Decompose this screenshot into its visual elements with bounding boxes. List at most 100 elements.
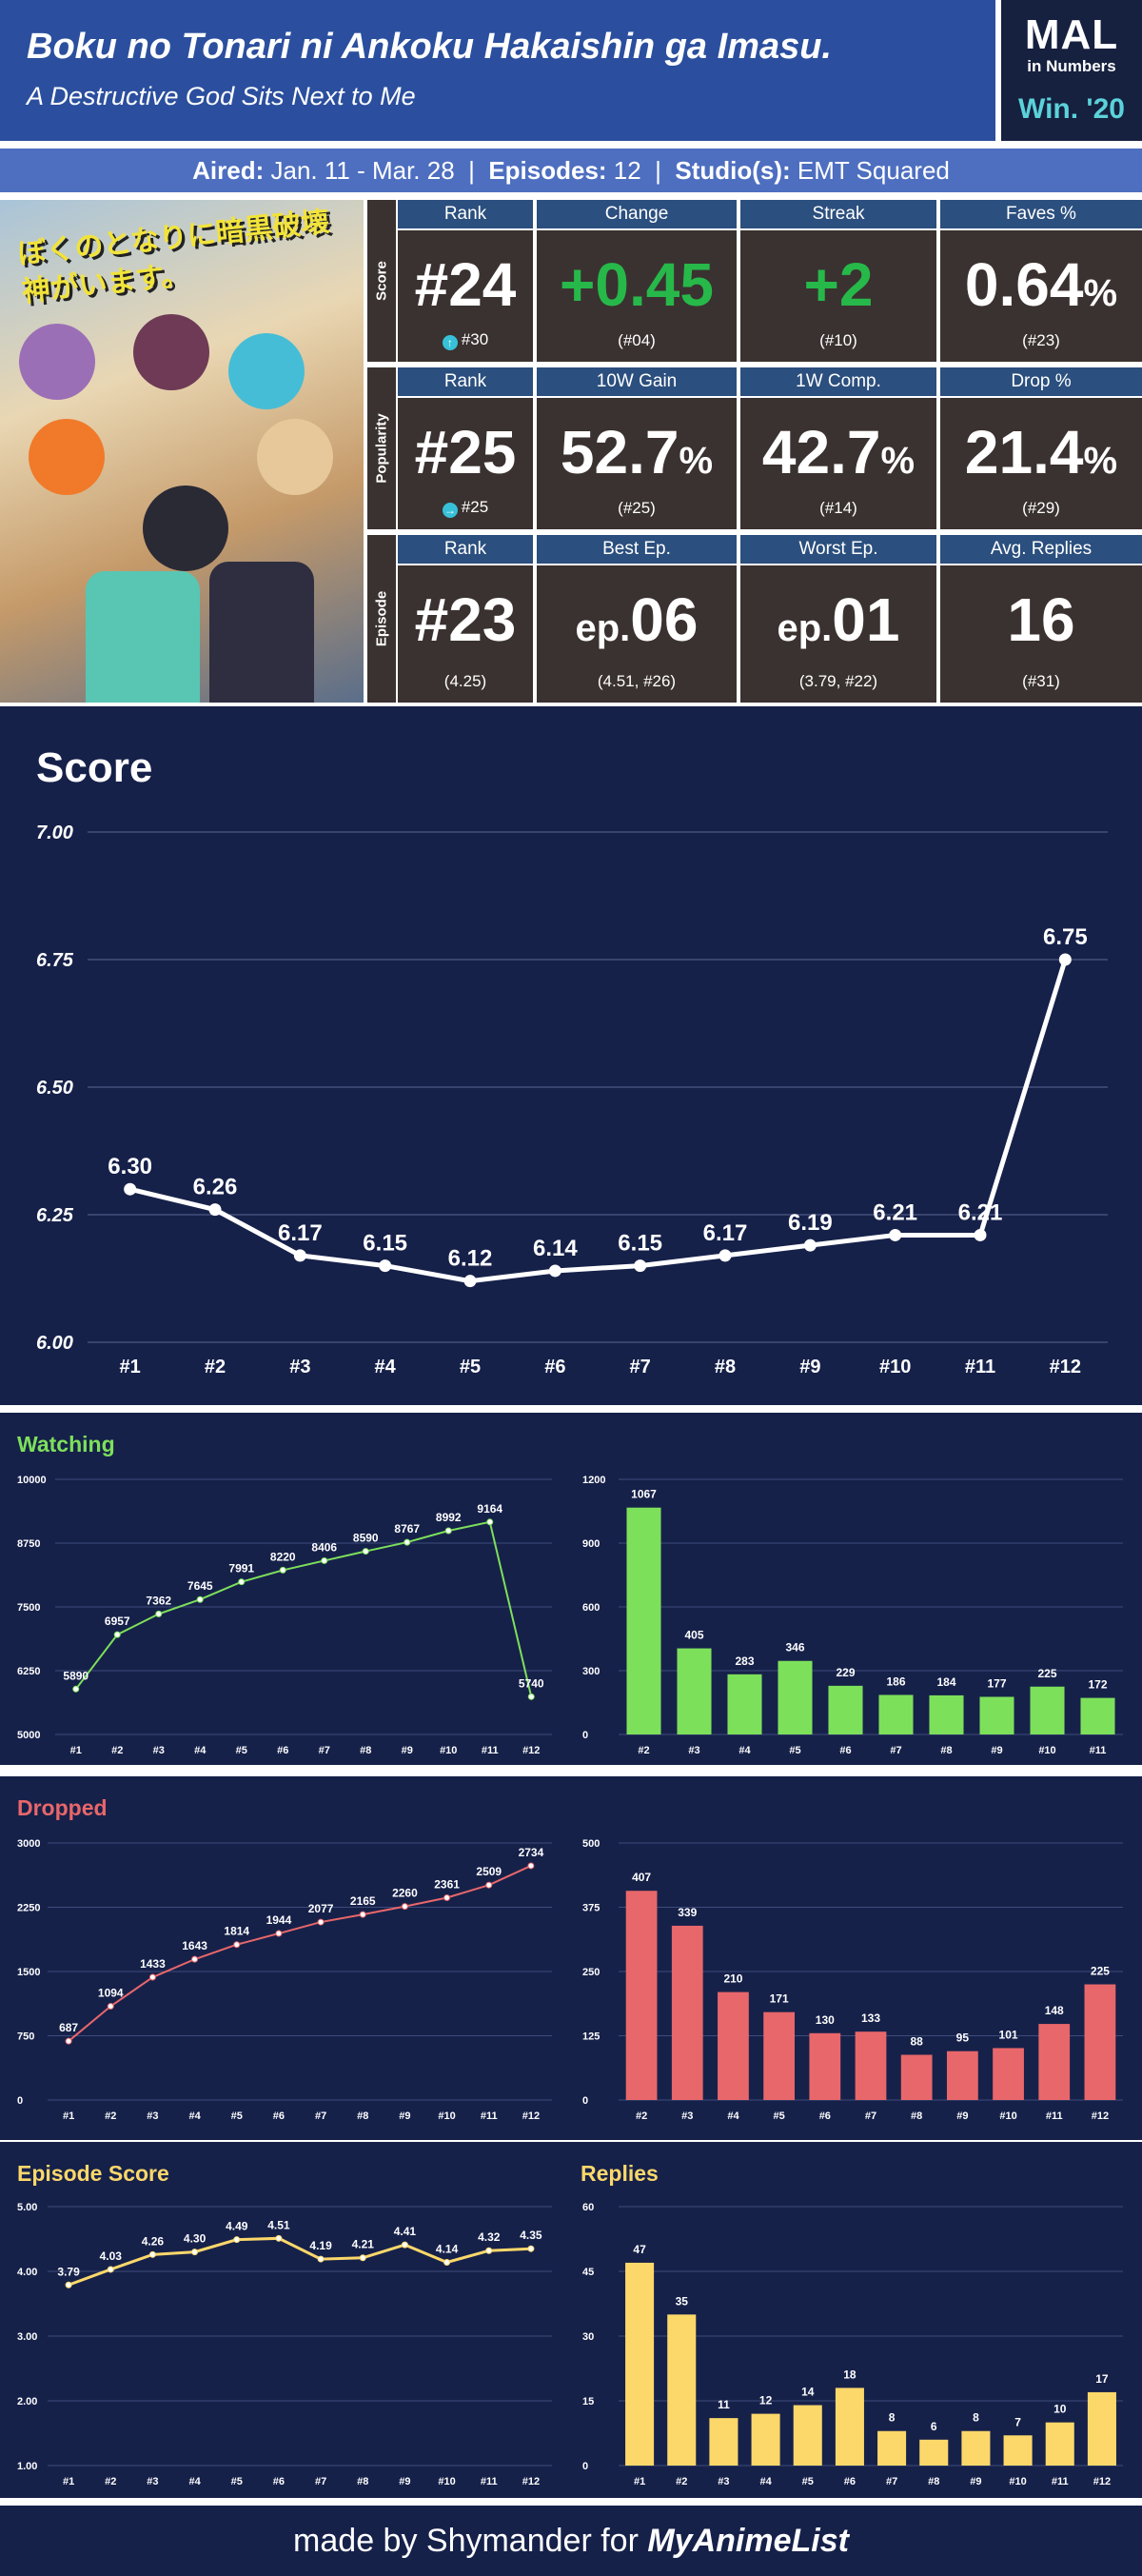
data-label: 4.51 bbox=[267, 2218, 290, 2231]
ep-worst-detail: (3.79, #22) bbox=[798, 672, 878, 690]
y-tick-label: 6.00 bbox=[36, 1333, 73, 1354]
bar bbox=[778, 1660, 813, 1734]
x-tick-label: #4 bbox=[738, 1745, 751, 1756]
y-tick-label: 15 bbox=[582, 2396, 594, 2408]
y-tick-label: 10000 bbox=[17, 1475, 47, 1486]
x-tick-label: #10 bbox=[879, 1357, 911, 1377]
x-tick-label: #8 bbox=[360, 1745, 371, 1756]
bar bbox=[979, 1696, 1014, 1734]
x-tick-label: #2 bbox=[111, 1745, 123, 1756]
x-tick-label: #6 bbox=[819, 2110, 831, 2122]
data-label: 339 bbox=[678, 1906, 697, 1919]
ep-rank-value: #23 bbox=[414, 585, 517, 654]
data-point bbox=[238, 1578, 246, 1586]
data-label: 2260 bbox=[392, 1887, 418, 1900]
ep-best-label: Best Ep. bbox=[537, 535, 737, 564]
score-streak-value: +2 bbox=[803, 250, 874, 319]
anime-title: Boku no Tonari ni Ankoku Hakaishin ga Im… bbox=[27, 27, 832, 67]
anime-subtitle: A Destructive God Sits Next to Me bbox=[27, 82, 416, 110]
data-label: 101 bbox=[999, 2028, 1018, 2041]
studio-value: EMT Squared bbox=[797, 156, 950, 185]
x-tick-label: #10 bbox=[438, 2110, 455, 2122]
data-label: 133 bbox=[861, 2011, 880, 2025]
x-tick-label: #9 bbox=[399, 2110, 410, 2122]
side-label-episode: Episode bbox=[367, 535, 396, 703]
y-tick-label: 4.00 bbox=[17, 2267, 37, 2278]
score-streak-rank: (#10) bbox=[819, 331, 857, 349]
x-tick-label: #5 bbox=[231, 2110, 243, 2122]
series-line bbox=[68, 1865, 532, 2042]
data-label: 8 bbox=[973, 2411, 979, 2425]
data-label: 229 bbox=[836, 1666, 855, 1679]
data-label: 9164 bbox=[477, 1502, 502, 1516]
pop-drop-label: Drop % bbox=[940, 367, 1142, 396]
data-label: 6.15 bbox=[618, 1231, 662, 1257]
bar bbox=[625, 1891, 658, 2100]
cover-image: ぼくのとなりに暗黒破壊神がいます。 bbox=[0, 200, 364, 703]
x-tick-label: #5 bbox=[774, 2110, 785, 2122]
data-point bbox=[65, 2037, 72, 2045]
data-point bbox=[279, 1566, 286, 1574]
pop-drop-rank: (#29) bbox=[1022, 499, 1060, 517]
side-label-popularity: Popularity bbox=[367, 367, 396, 529]
x-tick-label: #7 bbox=[886, 2476, 897, 2487]
footer: made by Shymander for MyAnimeList bbox=[0, 2506, 1142, 2576]
x-tick-label: #4 bbox=[759, 2476, 772, 2487]
data-label: 1067 bbox=[631, 1488, 657, 1501]
data-label: 7645 bbox=[187, 1579, 213, 1593]
score-faves-label: Faves % bbox=[940, 200, 1142, 228]
x-tick-label: #4 bbox=[188, 2476, 201, 2487]
data-label: 2165 bbox=[350, 1894, 376, 1908]
data-label: 687 bbox=[59, 2021, 78, 2034]
data-label: 2361 bbox=[434, 1878, 460, 1892]
pop-rank-value: #25 bbox=[414, 418, 517, 486]
data-label: 6.15 bbox=[363, 1231, 407, 1257]
x-tick-label: #1 bbox=[63, 2476, 74, 2487]
data-label: 6.12 bbox=[448, 1246, 493, 1272]
data-point bbox=[233, 1941, 241, 1949]
data-point bbox=[401, 2241, 408, 2249]
pop-gain-unit: % bbox=[679, 440, 714, 482]
pop-gain-rank: (#25) bbox=[618, 499, 656, 517]
y-tick-label: 0 bbox=[582, 2461, 588, 2472]
replies-title: Replies bbox=[581, 2161, 659, 2186]
data-point bbox=[191, 1955, 199, 1963]
x-tick-label: #3 bbox=[289, 1357, 310, 1377]
x-tick-label: #11 bbox=[1052, 2476, 1069, 2487]
ep-worst-cell: ep.01 (3.79, #22) bbox=[740, 565, 936, 703]
pop-comp-value: 42.7 bbox=[761, 418, 881, 486]
score-panel: Score 6.00 6.25 6.50 6.75 7.00 #1 #2 #3 #4 #5 #6 #7… bbox=[0, 706, 1142, 1405]
x-tick-label: #3 bbox=[718, 2476, 729, 2487]
logo-line2: in Numbers bbox=[1027, 57, 1116, 75]
y-tick-label: 375 bbox=[582, 1902, 600, 1913]
data-label: 177 bbox=[987, 1676, 1006, 1690]
x-tick-label: #5 bbox=[802, 2476, 814, 2487]
bar bbox=[763, 2011, 796, 2100]
bar bbox=[671, 1925, 703, 2100]
x-tick-label: #3 bbox=[688, 1745, 699, 1756]
x-tick-label: #2 bbox=[638, 1745, 649, 1756]
data-label: 6.26 bbox=[193, 1175, 238, 1200]
pop-drop-unit: % bbox=[1083, 440, 1118, 482]
info-bar: Aired: Jan. 11 - Mar. 28 | Episodes: 12 … bbox=[0, 149, 1142, 192]
ep-worst-prefix: ep. bbox=[777, 607, 833, 649]
x-tick-label: #5 bbox=[789, 1745, 800, 1756]
bar bbox=[961, 2430, 991, 2466]
y-tick-label: 0 bbox=[582, 1730, 588, 1741]
bar bbox=[929, 1694, 964, 1734]
cover-title-art: ぼくのとなりに暗黒破壊神がいます。 bbox=[16, 206, 331, 308]
data-point bbox=[444, 1527, 452, 1535]
data-point bbox=[148, 2250, 156, 2258]
data-label: 1643 bbox=[182, 1939, 207, 1952]
data-label: 8767 bbox=[394, 1522, 420, 1536]
y-tick-label: 2250 bbox=[17, 1902, 40, 1913]
data-label: 12 bbox=[759, 2394, 773, 2408]
data-point bbox=[443, 1894, 451, 1902]
dropped-bar-chart: 0 125 250 375 500 #2 #3 #4 #5 #6 #7 #8 #9 #10 #11 #12 40… bbox=[582, 1838, 1123, 2122]
x-tick-label: #10 bbox=[1009, 2476, 1026, 2487]
data-point bbox=[107, 2003, 114, 2011]
bar bbox=[835, 2388, 864, 2466]
bar bbox=[793, 2405, 822, 2466]
data-point bbox=[293, 1249, 306, 1262]
bar bbox=[900, 2054, 933, 2100]
